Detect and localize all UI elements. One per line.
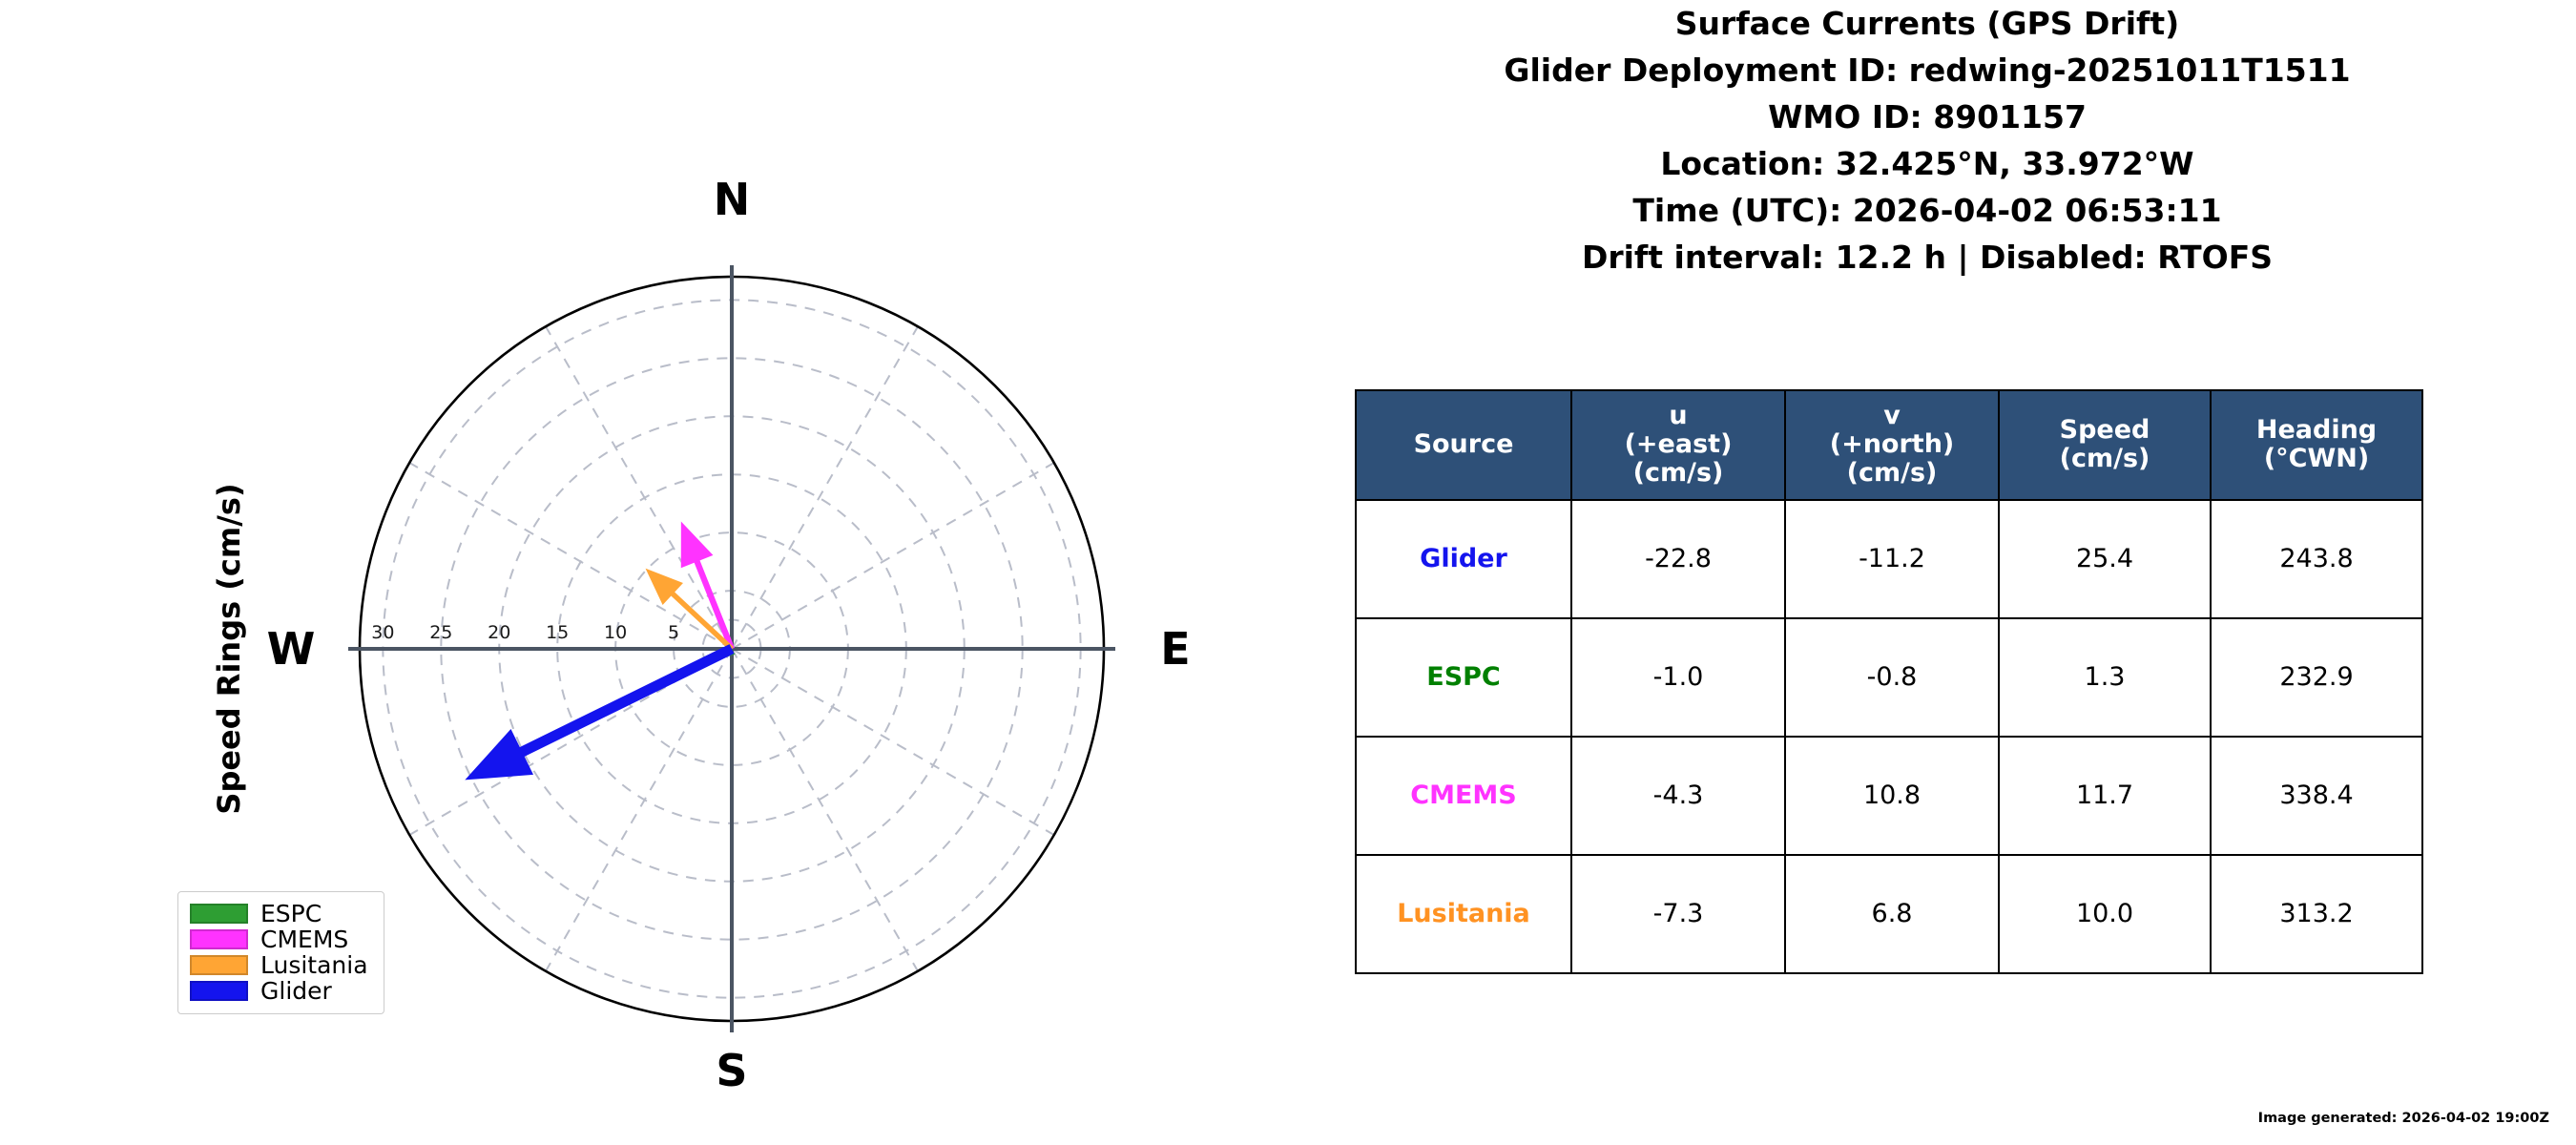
cardinal-label-east: E — [1160, 623, 1191, 675]
cell-v: 10.8 — [1784, 735, 2000, 856]
legend-swatch-icon — [190, 929, 248, 949]
cell-speed: 1.3 — [1998, 616, 2212, 738]
table-row: ESPC -1.0 -0.8 1.3 232.9 — [1355, 616, 2423, 738]
cell-u: -7.3 — [1570, 853, 1786, 974]
legend-item-lusitania[interactable]: Lusitania — [190, 952, 368, 978]
cell-source: ESPC — [1355, 616, 1572, 738]
title-line-1: Surface Currents (GPS Drift) — [1674, 5, 2180, 42]
cell-source: Glider — [1355, 498, 1572, 619]
title-block: Surface Currents (GPS Drift) Glider Depl… — [1278, 8, 2576, 288]
table-row: Glider -22.8 -11.2 25.4 243.8 — [1355, 498, 2423, 619]
legend-swatch-icon — [190, 904, 248, 924]
table-row: CMEMS -4.3 10.8 11.7 338.4 — [1355, 735, 2423, 856]
cell-heading: 243.8 — [2210, 498, 2423, 619]
title-line-location: Location: 32.425°N, 33.972°W — [1660, 145, 2194, 182]
title-line-drift-interval: Drift interval: 12.2 h | Disabled: RTOFS — [1581, 239, 2274, 276]
vector-arrow-glider — [465, 644, 735, 781]
table-body: Glider -22.8 -11.2 25.4 243.8 ESPC -1.0 -0.8 1.3… — [1355, 498, 2423, 974]
cell-v: 6.8 — [1784, 853, 2000, 974]
cell-source: Lusitania — [1355, 853, 1572, 974]
currents-table-wrapper: Source u (+east) (cm/s) v (+north) (cm/s) Sp… — [1355, 389, 2423, 974]
radial-axis-label: Speed Rings (cm/s) — [211, 483, 247, 815]
cardinal-label-south: S — [716, 1045, 748, 1096]
cell-v: -0.8 — [1784, 616, 2000, 738]
cardinal-label-north: N — [713, 174, 751, 225]
generation-timestamp: Image generated: 2026-04-02 19:00Z — [2257, 1111, 2549, 1126]
column-header-heading: Heading (°CWN) — [2210, 389, 2423, 501]
cell-heading: 313.2 — [2210, 853, 2423, 974]
cell-heading: 232.9 — [2210, 616, 2423, 738]
vector-arrow-lusitania — [645, 568, 734, 652]
legend-item-label: Glider — [260, 977, 332, 1005]
column-header-speed: Speed (cm/s) — [1998, 389, 2212, 501]
cell-u: -22.8 — [1570, 498, 1786, 619]
cardinal-label-west: W — [266, 623, 316, 675]
cell-u: -4.3 — [1570, 735, 1786, 856]
title-line-wmo-id: WMO ID: 8901157 — [1768, 98, 2087, 135]
cell-u: -1.0 — [1570, 616, 1786, 738]
radial-tick-20: 20 — [488, 622, 511, 643]
cell-v: -11.2 — [1784, 498, 2000, 619]
radial-tick-15: 15 — [546, 622, 570, 643]
radial-tick-10: 10 — [604, 622, 628, 643]
column-header-source: Source — [1355, 389, 1572, 501]
legend-item-label: CMEMS — [260, 926, 349, 953]
cell-speed: 10.0 — [1998, 853, 2212, 974]
current-vector-arrows — [465, 521, 736, 781]
cell-speed: 11.7 — [1998, 735, 2212, 856]
legend-item-label: ESPC — [260, 900, 322, 927]
column-header-u: u (+east) (cm/s) — [1570, 389, 1786, 501]
radial-tick-25: 25 — [429, 622, 453, 643]
cell-heading: 338.4 — [2210, 735, 2423, 856]
legend-swatch-icon — [190, 981, 248, 1001]
legend-swatch-icon — [190, 955, 248, 975]
title-line-deployment-id: Glider Deployment ID: redwing-20251011T1… — [1504, 52, 2351, 89]
legend-item-glider[interactable]: Glider — [190, 978, 368, 1004]
table-row: Lusitania -7.3 6.8 10.0 313.2 — [1355, 853, 2423, 974]
legend: ESPC CMEMS Lusitania Glider — [177, 891, 384, 1014]
polar-plot-panel: N E S W Speed Rings (cm/s) 30 25 20 15 10 5 E… — [0, 0, 1278, 1145]
cell-source: CMEMS — [1355, 735, 1572, 856]
table-header-row: Source u (+east) (cm/s) v (+north) (cm/s) Sp… — [1355, 389, 2423, 501]
currents-table: Source u (+east) (cm/s) v (+north) (cm/s) Sp… — [1355, 389, 2423, 974]
legend-item-cmems[interactable]: CMEMS — [190, 926, 368, 952]
radial-tick-30: 30 — [371, 622, 395, 643]
radial-tick-5: 5 — [668, 622, 680, 643]
title-line-time: Time (UTC): 2026-04-02 06:53:11 — [1632, 192, 2222, 229]
legend-item-espc[interactable]: ESPC — [190, 901, 368, 926]
legend-item-label: Lusitania — [260, 951, 368, 979]
cell-speed: 25.4 — [1998, 498, 2212, 619]
polar-plot-svg — [348, 265, 1115, 1032]
vector-arrow-cmems — [680, 521, 735, 651]
column-header-v: v (+north) (cm/s) — [1784, 389, 2000, 501]
